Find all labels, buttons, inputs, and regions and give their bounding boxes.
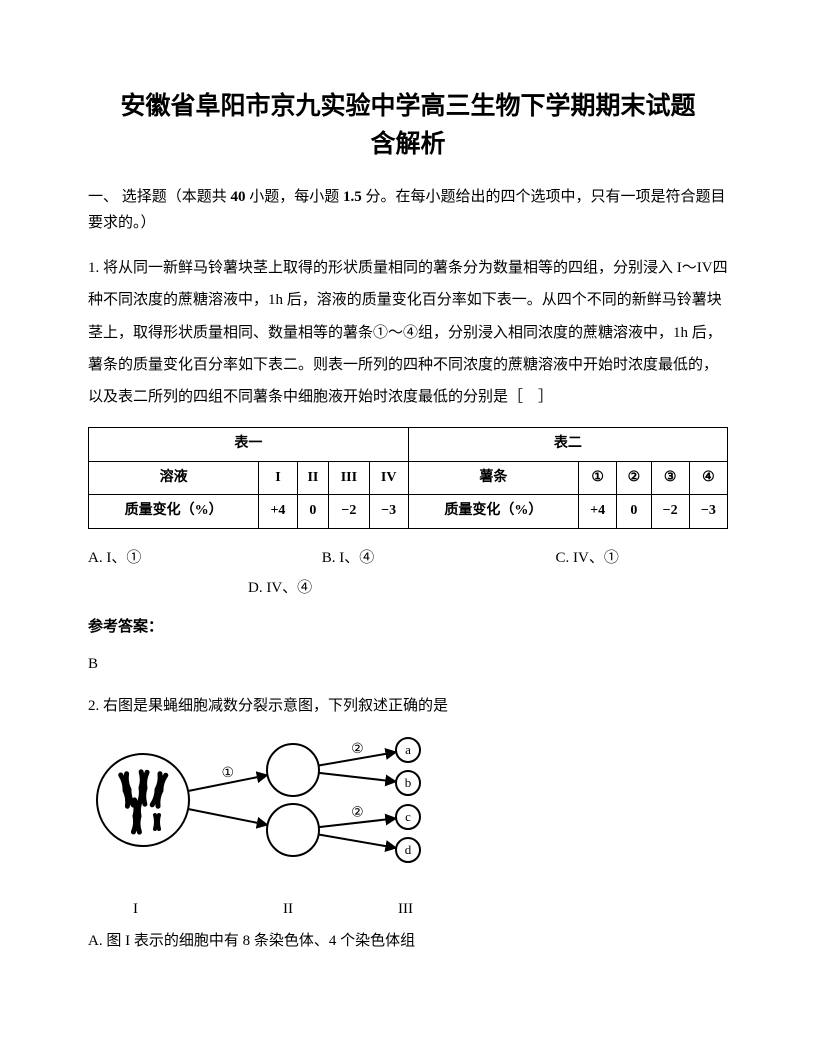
t2-rowhdr: 薯条 xyxy=(408,461,578,495)
sec1-points: 1.5 xyxy=(343,189,362,205)
svg-text:c: c xyxy=(405,809,411,824)
t1-val-1: 0 xyxy=(297,495,329,529)
t2-rate-label: 质量变化（%） xyxy=(408,495,578,529)
sec1-prefix: 一、 选择题（本题共 xyxy=(88,189,231,205)
stage-label-I: I xyxy=(133,895,138,924)
t1-val-3: −3 xyxy=(369,495,408,529)
q1-opt-b: B. I、④ xyxy=(322,543,552,573)
page-title: 安徽省阜阳市京九实验中学高三生物下学期期末试题 含解析 xyxy=(88,88,728,163)
svg-text:②: ② xyxy=(351,741,364,756)
t2-val-1: 0 xyxy=(617,495,651,529)
svg-text:a: a xyxy=(405,742,411,757)
q1-table: 表一 表二 溶液 I II III IV 薯条 ① ② ③ ④ 质量变化（%） … xyxy=(88,427,728,529)
q1-text: 1. 将从同一新鲜马铃薯块茎上取得的形状质量相同的薯条分为数量相等的四组，分别浸… xyxy=(88,252,728,413)
t2-val-2: −2 xyxy=(651,495,689,529)
t1-caption: 表一 xyxy=(89,428,409,462)
t1-col-1: II xyxy=(297,461,329,495)
title-line-2: 含解析 xyxy=(88,126,728,164)
svg-text:d: d xyxy=(405,842,412,857)
section-1-heading: 一、 选择题（本题共 40 小题，每小题 1.5 分。在每小题给出的四个选项中，… xyxy=(88,185,728,236)
t2-col-2: ③ xyxy=(651,461,689,495)
svg-text:b: b xyxy=(405,775,412,790)
stage-label-II: II xyxy=(283,895,293,924)
t1-col-3: IV xyxy=(369,461,408,495)
q1-answer: B xyxy=(88,650,728,679)
q1-opt-c: C. IV、① xyxy=(556,543,696,573)
t1-val-0: +4 xyxy=(259,495,297,529)
q1-options: A. I、① B. I、④ C. IV、① D. IV、④ xyxy=(88,543,728,603)
t2-col-0: ① xyxy=(579,461,617,495)
title-line-1: 安徽省阜阳市京九实验中学高三生物下学期期末试题 xyxy=(88,88,728,126)
q2-diagram: ① ② ② a b c d I II III xyxy=(88,735,728,918)
t1-col-2: III xyxy=(329,461,369,495)
t1-rate-label: 质量变化（%） xyxy=(89,495,259,529)
sec1-mid: 小题，每小题 xyxy=(246,189,344,205)
t2-caption: 表二 xyxy=(408,428,727,462)
t2-val-0: +4 xyxy=(579,495,617,529)
svg-text:②: ② xyxy=(351,805,364,820)
stage-label-III: III xyxy=(398,895,413,924)
q1-opt-d: D. IV、④ xyxy=(248,573,408,603)
t2-col-3: ④ xyxy=(689,461,727,495)
sec1-count: 40 xyxy=(231,189,246,205)
t2-val-3: −3 xyxy=(689,495,727,529)
t1-col-0: I xyxy=(259,461,297,495)
q2-opt-a: A. 图 I 表示的细胞中有 8 条染色体、4 个染色体组 xyxy=(88,927,728,956)
meiosis-flowchart: ① ② ② a b c d xyxy=(88,735,448,885)
q1-opt-a: A. I、① xyxy=(88,543,318,573)
stage-labels: I II III xyxy=(88,895,728,917)
t1-val-2: −2 xyxy=(329,495,369,529)
svg-text:①: ① xyxy=(222,766,235,781)
q2-text: 2. 右图是果蝇细胞减数分裂示意图，下列叙述正确的是 xyxy=(88,692,728,721)
q1-answer-label: 参考答案： xyxy=(88,613,728,642)
t1-rowhdr: 溶液 xyxy=(89,461,259,495)
t2-col-1: ② xyxy=(617,461,651,495)
